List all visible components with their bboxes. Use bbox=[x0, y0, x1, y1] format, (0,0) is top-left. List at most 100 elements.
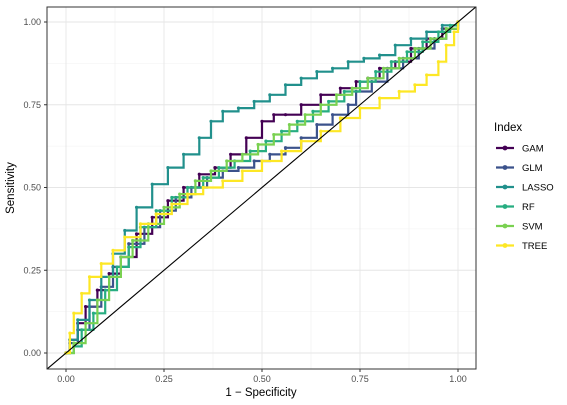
data-point-glm bbox=[299, 136, 303, 140]
data-point-tree bbox=[378, 96, 382, 100]
data-point-rf bbox=[201, 175, 205, 180]
data-point-rf bbox=[154, 209, 158, 213]
data-point-svm bbox=[334, 93, 339, 97]
data-point-svm bbox=[131, 238, 135, 243]
data-point-rf bbox=[103, 288, 107, 292]
data-point-svm bbox=[444, 27, 448, 31]
data-point-svm bbox=[303, 113, 307, 117]
data-point-lasso bbox=[393, 43, 397, 47]
data-point-svm bbox=[107, 275, 111, 279]
data-point-glm bbox=[330, 113, 335, 117]
data-point-tree bbox=[99, 262, 103, 266]
data-point-rf bbox=[80, 328, 84, 332]
data-point-svm bbox=[193, 179, 197, 183]
legend: Index GAM GLM LASSO RF SVM TREE bbox=[494, 122, 554, 252]
data-point-gam bbox=[229, 152, 233, 156]
data-point-rf bbox=[448, 23, 452, 27]
legend-key-point bbox=[502, 243, 508, 248]
reference-diagonal-line bbox=[46, 6, 477, 370]
data-point-tree bbox=[436, 60, 440, 64]
data-point-lasso bbox=[315, 70, 319, 74]
data-point-gam bbox=[134, 232, 139, 236]
data-point-gam bbox=[299, 103, 303, 107]
x-tick-label: 0.75 bbox=[351, 374, 369, 384]
legend-label-svm: SVM bbox=[522, 222, 543, 233]
data-point-gam bbox=[182, 185, 186, 190]
data-point-rf bbox=[342, 89, 346, 94]
data-point-tree bbox=[425, 73, 429, 77]
data-point-tree bbox=[154, 212, 158, 216]
data-point-gam bbox=[260, 119, 264, 123]
data-point-svm bbox=[178, 192, 182, 196]
data-point-tree bbox=[170, 202, 174, 206]
data-point-gam bbox=[107, 271, 111, 276]
data-point-glm bbox=[252, 159, 256, 163]
data-point-rf bbox=[280, 129, 284, 133]
data-point-lasso bbox=[197, 136, 201, 140]
data-point-svm bbox=[119, 255, 123, 259]
data-point-rf bbox=[170, 195, 174, 200]
data-point-gam bbox=[272, 113, 276, 117]
legend-label-rf: RF bbox=[522, 202, 535, 213]
data-point-svm bbox=[350, 86, 354, 90]
data-point-rf bbox=[405, 50, 409, 54]
data-point-lasso bbox=[299, 76, 303, 80]
data-point-svm bbox=[84, 321, 88, 325]
data-point-rf bbox=[217, 166, 221, 170]
legend-label-lasso: LASSO bbox=[522, 183, 554, 194]
legend-key-point bbox=[502, 223, 508, 229]
data-point-rf bbox=[327, 99, 331, 104]
data-point-gam bbox=[84, 305, 88, 309]
data-point-rf bbox=[436, 30, 440, 34]
data-point-tree bbox=[299, 139, 303, 143]
data-point-svm bbox=[428, 36, 433, 41]
series-line-svm bbox=[66, 22, 460, 355]
data-point-lasso bbox=[283, 83, 288, 87]
data-point-lasso bbox=[123, 228, 127, 233]
legend-key-point bbox=[502, 145, 508, 151]
x-axis: 0.00 0.25 0.50 0.75 1.00 bbox=[57, 369, 467, 384]
data-point-tree bbox=[123, 235, 127, 239]
data-point-rf bbox=[358, 79, 362, 84]
legend-key-point bbox=[502, 165, 508, 170]
data-point-gam bbox=[409, 46, 413, 51]
data-point-tree bbox=[358, 106, 362, 110]
y-tick-label: 0.75 bbox=[23, 100, 41, 110]
data-point-gam bbox=[338, 86, 342, 90]
x-tick-label: 0.00 bbox=[57, 374, 75, 384]
legend-key-point bbox=[502, 184, 508, 190]
data-point-rf bbox=[248, 149, 252, 153]
y-tick-label: 0.50 bbox=[23, 183, 41, 193]
data-point-tree bbox=[240, 169, 244, 173]
data-point-gam bbox=[166, 199, 170, 203]
data-point-rf bbox=[374, 70, 378, 74]
data-point-lasso bbox=[87, 298, 92, 302]
y-axis-title: Sensitivity bbox=[5, 162, 17, 214]
data-point-rf bbox=[421, 40, 425, 44]
data-point-svm bbox=[319, 103, 323, 107]
data-point-svm bbox=[413, 46, 417, 51]
data-point-lasso bbox=[378, 53, 382, 57]
y-tick-label: 1.00 bbox=[23, 17, 41, 27]
data-point-svm bbox=[381, 66, 386, 70]
x-tick-label: 0.25 bbox=[155, 374, 173, 384]
data-point-lasso bbox=[362, 56, 366, 61]
data-point-lasso bbox=[166, 166, 170, 170]
y-tick-label: 0.00 bbox=[23, 348, 41, 358]
data-point-tree bbox=[280, 149, 284, 153]
data-point-svm bbox=[162, 205, 166, 209]
data-point-tree bbox=[185, 192, 190, 196]
data-point-gam bbox=[150, 215, 154, 219]
data-point-gam bbox=[244, 136, 248, 140]
data-point-tree bbox=[444, 43, 448, 47]
data-point-gam bbox=[354, 79, 358, 84]
data-point-tree bbox=[452, 30, 456, 34]
data-point-svm bbox=[225, 159, 229, 163]
y-axis: 0.00 0.25 0.50 0.75 1.00 bbox=[23, 17, 47, 358]
data-point-svm bbox=[397, 56, 401, 61]
data-point-tree bbox=[201, 185, 205, 190]
data-point-tree bbox=[111, 248, 115, 252]
data-point-glm bbox=[127, 242, 131, 246]
data-point-svm bbox=[95, 298, 99, 302]
data-point-lasso bbox=[268, 93, 272, 97]
